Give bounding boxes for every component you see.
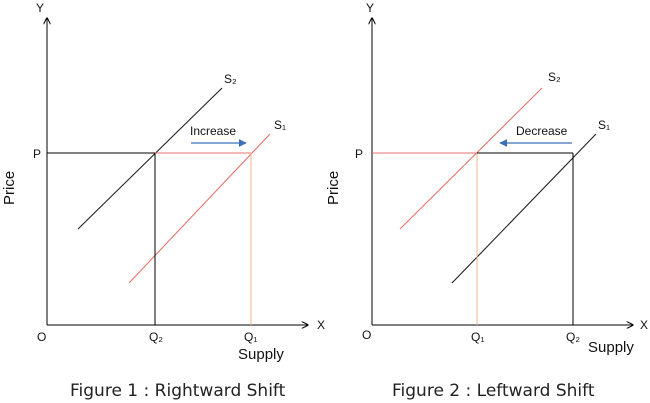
fig1-s1-curve [128,133,271,284]
fig1-p-label: P [33,147,41,161]
fig1-x-label: X [317,318,325,332]
fig2-x-label: X [640,318,648,332]
fig1-s2-label: S₂ [224,72,237,86]
fig2-q1-label: Q₁ [471,330,484,344]
fig1-price-label: Price [1,171,18,205]
fig2-s1-curve [451,133,597,284]
fig1-increase-label: Increase [190,124,236,138]
fig2-caption: Figure 2 : Leftward Shift [392,381,595,401]
fig1-s2-curve [77,87,223,230]
fig1-s1-label: S₁ [274,118,286,132]
fig1-origin-label: O [37,330,46,344]
fig2-q2-label: Q₂ [566,330,580,344]
fig1-y-label: Y [36,1,44,15]
fig2-decrease-label: Decrease [516,124,568,138]
fig2-price-label: Price [325,171,342,205]
figure-1: Y X O P Price Q₂ Q₁ Supply S₂ S₁ Increas… [1,1,325,401]
fig1-supply-label: Supply [238,346,284,363]
fig2-s2-curve [399,87,543,230]
fig1-caption: Figure 1 : Rightward Shift [70,381,286,401]
fig1-q1-label: Q₁ [244,330,257,344]
fig2-s1-label: S₁ [598,118,610,132]
fig2-p-label: P [355,147,363,161]
fig1-q2-label: Q₂ [149,330,163,344]
fig2-y-label: Y [366,1,374,15]
figure-2: Y X O P Price Q₁ Q₂ Supply S₂ S₁ Decreas… [325,1,648,401]
fig2-origin-label: O [362,328,371,342]
fig2-supply-label: Supply [588,339,634,356]
fig2-s2-label: S₂ [548,70,561,84]
